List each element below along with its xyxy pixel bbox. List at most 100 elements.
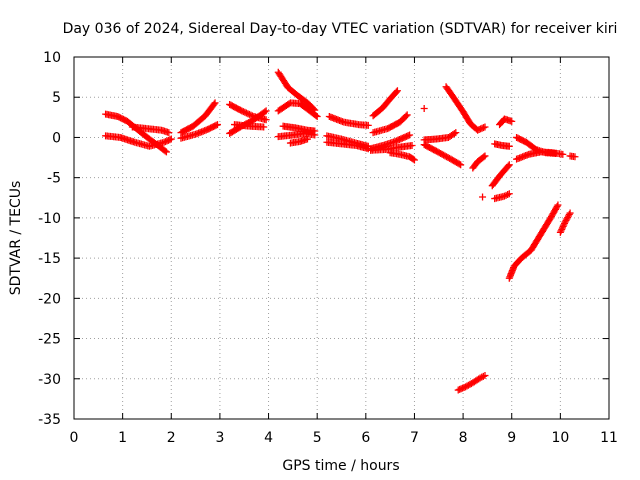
series-arc-m bbox=[286, 135, 311, 147]
series-arc-x bbox=[420, 141, 465, 169]
x-tick-label: 6 bbox=[361, 430, 370, 446]
data-point bbox=[213, 121, 221, 129]
data-point bbox=[162, 148, 170, 156]
data-point bbox=[409, 155, 417, 163]
series-arc-l bbox=[274, 129, 319, 141]
data-point bbox=[242, 109, 250, 117]
series-arc-u bbox=[386, 149, 418, 164]
series-arc-ah bbox=[566, 152, 579, 161]
series-arc-n bbox=[325, 113, 372, 129]
data-point bbox=[262, 116, 270, 124]
series-arc-t bbox=[367, 131, 414, 153]
data-point bbox=[571, 153, 579, 161]
plot-frame bbox=[73, 56, 610, 420]
series-arc-aj bbox=[556, 209, 574, 236]
x-tick-label: 2 bbox=[167, 430, 176, 446]
x-tick-label: 1 bbox=[118, 430, 127, 446]
data-point bbox=[565, 211, 573, 219]
axis-ticks bbox=[73, 56, 610, 420]
data-point bbox=[557, 227, 565, 235]
data-point bbox=[559, 150, 567, 158]
data-point bbox=[556, 228, 564, 236]
data-point bbox=[165, 129, 173, 137]
data-point bbox=[457, 161, 465, 169]
y-tick-label: -30 bbox=[38, 372, 61, 388]
data-point bbox=[312, 112, 320, 120]
series-arc-v bbox=[420, 104, 428, 112]
x-tick-label: 8 bbox=[459, 430, 468, 446]
data-point bbox=[262, 107, 270, 115]
data-point bbox=[364, 121, 372, 129]
data-point bbox=[455, 160, 463, 168]
data-point bbox=[450, 130, 458, 138]
data-point bbox=[480, 153, 488, 161]
data-point bbox=[245, 110, 253, 118]
data-point bbox=[478, 373, 486, 381]
data-point bbox=[303, 135, 311, 143]
data-point bbox=[481, 372, 489, 380]
data-point bbox=[479, 372, 487, 380]
data-point bbox=[500, 192, 508, 200]
data-point bbox=[481, 152, 489, 160]
data-point bbox=[505, 142, 513, 150]
data-point bbox=[238, 107, 246, 115]
x-tick-label: 7 bbox=[410, 430, 419, 446]
data-point bbox=[566, 209, 574, 217]
x-tick-label: 5 bbox=[313, 430, 322, 446]
y-tick-label: 0 bbox=[52, 130, 61, 146]
data-points bbox=[102, 68, 579, 394]
data-point bbox=[505, 161, 513, 169]
series-arc-ad bbox=[488, 161, 513, 190]
data-point bbox=[313, 113, 321, 121]
data-point bbox=[241, 108, 249, 116]
data-point bbox=[261, 108, 269, 116]
x-tick-labels: 0 1 2 3 4 5 6 7 8 9 10 11 bbox=[70, 430, 618, 446]
series-arc-j bbox=[274, 99, 321, 121]
y-tick-label: -15 bbox=[38, 251, 61, 267]
data-point bbox=[410, 156, 418, 164]
y-tick-labels: 10 5 0 -5 -10 -15 -20 -25 -30 -35 bbox=[38, 50, 61, 428]
series-arc-h bbox=[231, 121, 268, 131]
y-tick-label: -10 bbox=[38, 211, 61, 227]
x-tick-label: 9 bbox=[507, 430, 516, 446]
data-point bbox=[161, 147, 169, 155]
series-arc-aa bbox=[479, 193, 487, 201]
data-point bbox=[558, 225, 566, 233]
series-arc-e bbox=[177, 99, 219, 137]
y-tick-label: -25 bbox=[38, 332, 61, 348]
series-arc-ab bbox=[496, 115, 516, 129]
data-point bbox=[505, 190, 513, 198]
data-point bbox=[558, 224, 566, 232]
series-arc-ak bbox=[454, 372, 489, 394]
data-point bbox=[553, 202, 561, 210]
data-point bbox=[508, 117, 516, 125]
x-tick-label: 11 bbox=[600, 430, 618, 446]
y-tick-label: -5 bbox=[47, 171, 61, 187]
data-point bbox=[403, 111, 411, 119]
data-point bbox=[393, 87, 401, 95]
series-arc-p bbox=[323, 138, 372, 153]
data-point bbox=[239, 108, 247, 116]
x-axis-title: GPS time / hours bbox=[282, 458, 399, 474]
data-point bbox=[420, 104, 428, 112]
series-arc-y bbox=[442, 83, 489, 134]
data-point bbox=[244, 110, 252, 118]
data-point bbox=[210, 100, 218, 108]
data-point bbox=[260, 123, 268, 131]
series-arc-b bbox=[102, 132, 175, 150]
data-point bbox=[247, 111, 255, 119]
data-point bbox=[554, 201, 562, 209]
series-arc-ae bbox=[491, 190, 513, 203]
y-axis-title: SDTVAR / TECUs bbox=[8, 181, 24, 296]
data-point bbox=[560, 221, 568, 229]
y-tick-label: 5 bbox=[52, 90, 61, 106]
y-tick-label: 10 bbox=[43, 50, 61, 66]
data-point bbox=[504, 191, 512, 199]
series-arc-q bbox=[369, 87, 401, 120]
x-tick-label: 4 bbox=[264, 430, 273, 446]
data-point bbox=[504, 162, 512, 170]
data-point bbox=[311, 131, 319, 139]
data-point bbox=[476, 374, 484, 382]
data-point bbox=[559, 222, 567, 230]
